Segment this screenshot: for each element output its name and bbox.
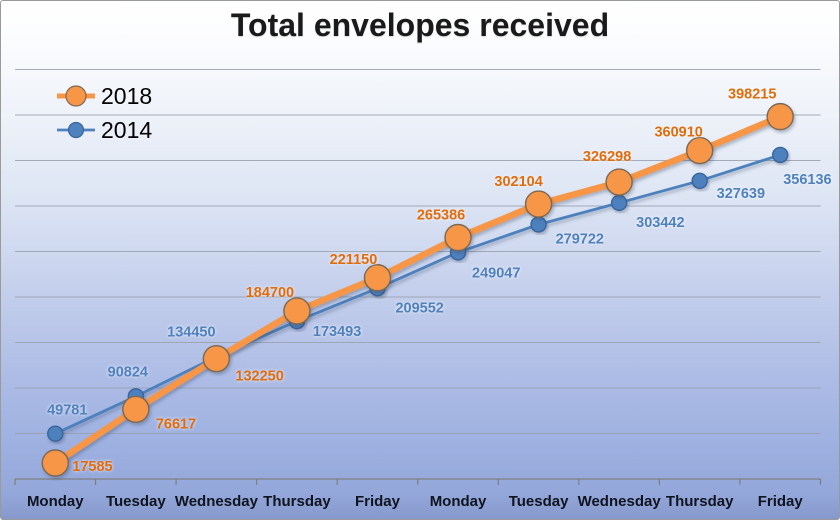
legend-label: 2018 (101, 82, 153, 109)
legend-marker-icon (57, 85, 95, 107)
x-axis-label: Friday (355, 493, 401, 510)
data-point-2018-wednesday-2[interactable] (202, 344, 231, 373)
data-label-2014: 327639 (717, 186, 765, 202)
data-point-2018-friday-4[interactable] (363, 264, 392, 292)
x-axis-label: Wednesday (578, 493, 662, 510)
data-point-2014-monday-0[interactable] (47, 425, 64, 442)
data-point-2018-monday-0[interactable] (41, 449, 69, 477)
data-label-2014: 209552 (395, 300, 443, 316)
data-label-2014: 134450 (167, 325, 215, 341)
data-label-2014: 249047 (472, 265, 520, 281)
x-axis-label: Tuesday (509, 493, 569, 510)
data-label-2014: 49781 (47, 403, 87, 419)
data-point-2014-wednesday-7[interactable] (610, 194, 628, 212)
data-label-2018: 398215 (728, 87, 776, 103)
data-label-2018: 360910 (654, 125, 702, 141)
legend-item-2014[interactable]: 2014 (55, 113, 152, 147)
data-point-2018-tuesday-1[interactable] (122, 395, 150, 423)
x-axis-label: Thursday (666, 493, 734, 510)
data-point-2018-friday-9[interactable] (766, 102, 794, 131)
data-label-2018: 302104 (494, 174, 542, 190)
data-label-2018: 76617 (156, 416, 196, 432)
data-label-2014: 356136 (783, 172, 831, 188)
x-axis-label: Monday (430, 493, 487, 510)
chart-title: Total envelopes received (230, 7, 610, 43)
x-axis-label: Tuesday (106, 493, 166, 510)
data-point-2018-thursday-8[interactable] (685, 136, 714, 165)
x-axis-label: Friday (758, 493, 804, 510)
legend-marker-icon (57, 121, 95, 139)
data-label-2018: 17585 (72, 459, 112, 475)
series-line-2018[interactable] (52, 113, 784, 467)
data-label-2018: 184700 (246, 285, 294, 301)
data-point-2014-tuesday-6[interactable] (530, 216, 547, 233)
data-label-2014: 173493 (313, 324, 361, 340)
data-label-2014: 279722 (556, 231, 604, 247)
legend: 2018 2014 (55, 79, 152, 147)
legend-label: 2014 (101, 116, 153, 143)
data-point-2018-tuesday-6[interactable] (524, 190, 553, 218)
data-label-2018: 221150 (330, 252, 378, 268)
data-point-2018-wednesday-7[interactable] (605, 168, 633, 196)
data-label-2018: 326298 (583, 149, 631, 165)
data-label-2018: 265386 (417, 207, 465, 223)
x-axis-label: Wednesday (175, 493, 259, 510)
x-axis-label: Monday (27, 493, 84, 510)
data-point-2014-thursday-8[interactable] (691, 172, 708, 190)
data-point-2018-monday-5[interactable] (444, 223, 472, 252)
data-label-2018: 132250 (235, 369, 283, 385)
data-point-2018-thursday-3[interactable] (283, 297, 311, 325)
data-label-2014: 303442 (636, 215, 684, 231)
data-label-2014: 90824 (108, 364, 148, 380)
data-point-2014-friday-9[interactable] (772, 146, 789, 164)
series-line-2014[interactable] (53, 153, 782, 436)
legend-item-2018[interactable]: 2018 (55, 79, 152, 113)
x-axis-label: Thursday (263, 493, 331, 510)
